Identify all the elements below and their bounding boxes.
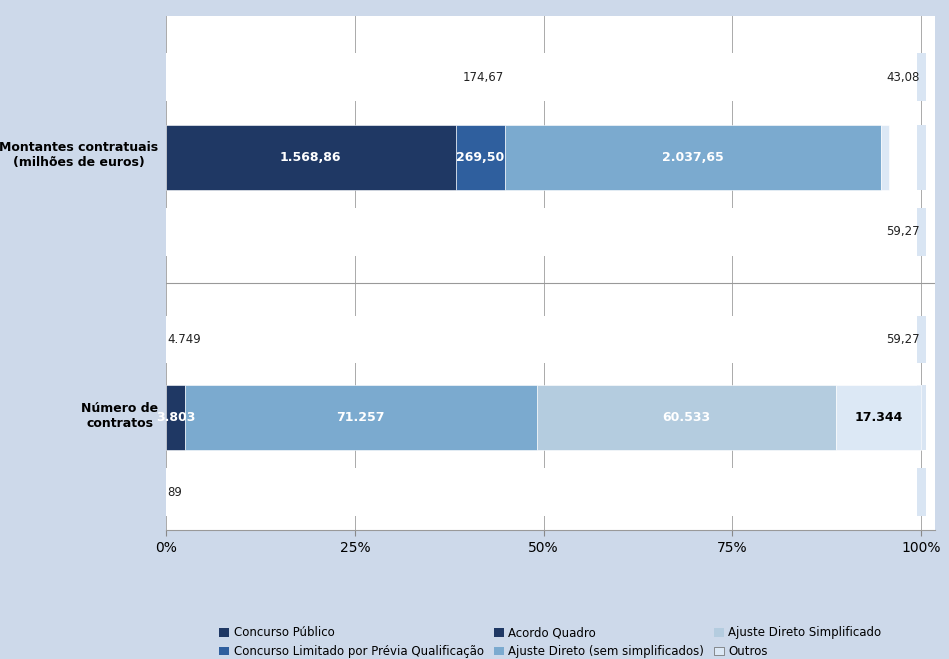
Bar (166, 53, 921, 101)
Text: 4.749: 4.749 (168, 333, 201, 346)
Text: 1.568,86: 1.568,86 (280, 151, 342, 163)
Text: 17.344: 17.344 (854, 411, 902, 424)
Text: 269,50: 269,50 (456, 151, 505, 163)
Text: 59,27: 59,27 (886, 225, 920, 239)
Legend: Concurso Público, Concurso Limitado por Prévia Qualificação, Acordo Quadro, Ajus: Concurso Público, Concurso Limitado por … (219, 626, 882, 658)
Bar (917, 385, 925, 450)
Text: 174,67: 174,67 (462, 71, 504, 84)
Bar (166, 385, 185, 450)
Bar (917, 469, 925, 516)
Bar (835, 385, 921, 450)
Bar (505, 125, 881, 190)
Bar (917, 125, 925, 190)
Bar (537, 385, 835, 450)
Bar (166, 208, 921, 256)
Text: Número de
contratos: Número de contratos (82, 402, 158, 430)
Bar (166, 316, 921, 363)
Bar (917, 53, 925, 101)
Text: 60.533: 60.533 (662, 411, 710, 424)
Text: 3.803: 3.803 (156, 411, 195, 424)
Bar (166, 125, 456, 190)
Bar (166, 469, 921, 516)
Bar (456, 125, 505, 190)
Text: 89: 89 (168, 486, 182, 499)
Text: 59,27: 59,27 (886, 333, 920, 346)
Text: 2.037,65: 2.037,65 (662, 151, 724, 163)
Text: 71.257: 71.257 (337, 411, 385, 424)
Bar (881, 125, 889, 190)
Bar (917, 316, 925, 363)
Text: Montantes contratuais
(milhões de euros): Montantes contratuais (milhões de euros) (0, 140, 158, 169)
Bar (185, 385, 537, 450)
Bar (917, 208, 925, 256)
Text: 43,08: 43,08 (886, 71, 920, 84)
